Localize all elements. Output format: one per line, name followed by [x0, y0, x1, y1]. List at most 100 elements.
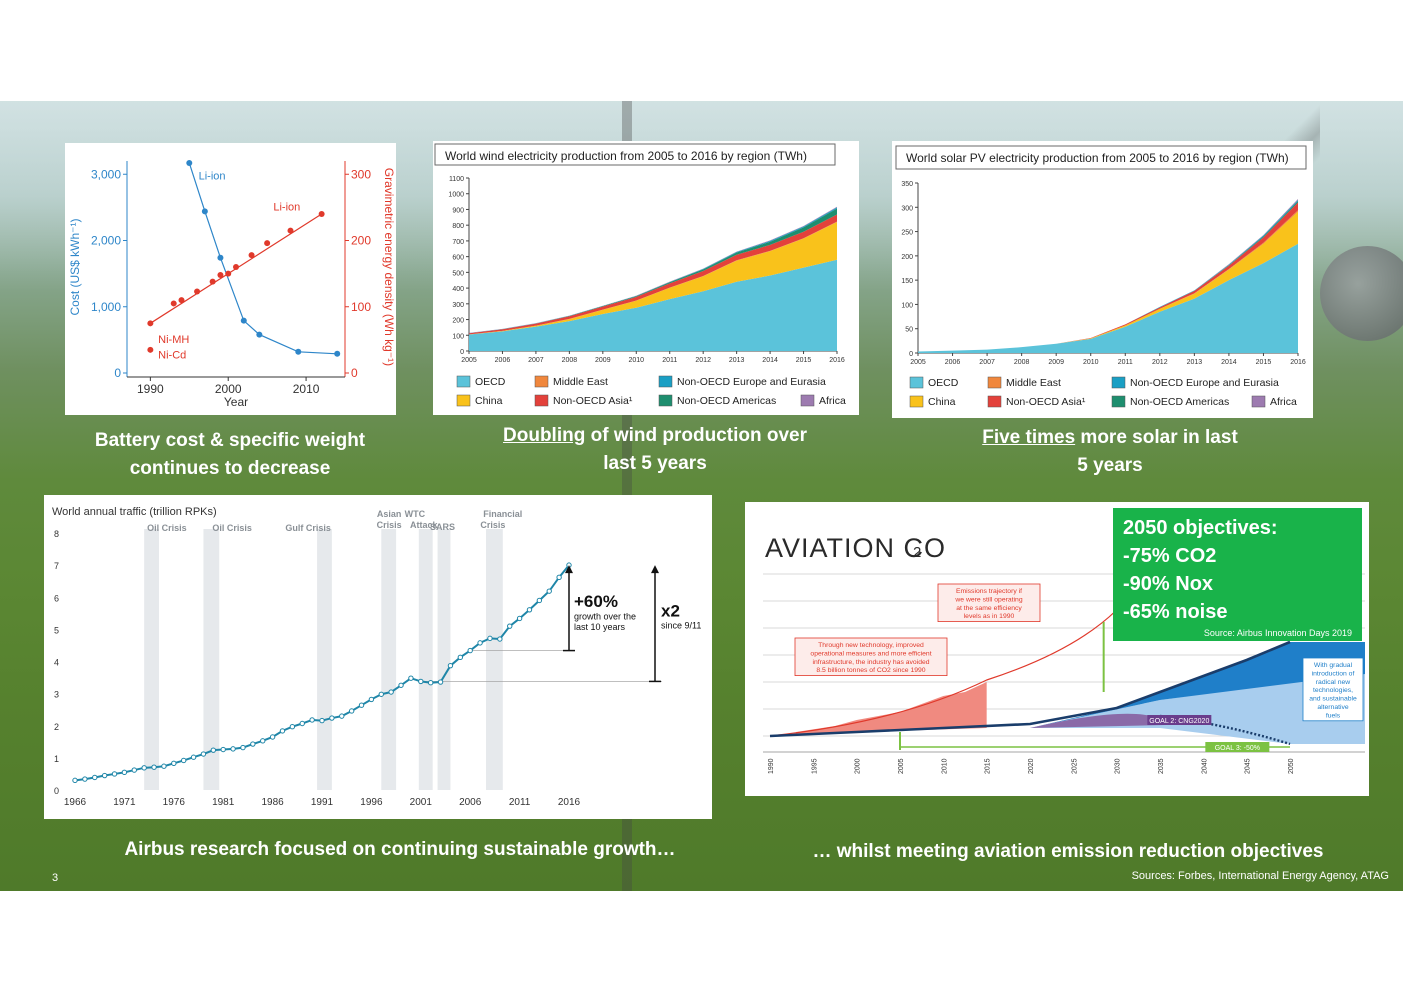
density-point [233, 264, 239, 270]
page-number: 3 [52, 872, 59, 884]
crisis-label: Oil Crisis [212, 523, 252, 533]
density-tick-label: 200 [351, 234, 371, 248]
x-tick-label: 1986 [261, 797, 284, 808]
x-tick-label: 2011 [509, 797, 531, 808]
traffic-point [358, 702, 365, 708]
wind-caption-underlined: Doubling [503, 425, 586, 446]
crisis-band [203, 529, 220, 790]
traffic-point [319, 717, 325, 724]
nimh-label: Ni-MH [158, 334, 189, 346]
objective-co2: -75% CO2 [1123, 545, 1217, 567]
traffic-chart-panel: World annual traffic (trillion RPKs) Oil … [44, 495, 712, 819]
traffic-chart: World annual traffic (trillion RPKs) Oil … [52, 506, 701, 808]
crisis-label: Asian [377, 509, 402, 519]
goal3-badge [1205, 742, 1270, 752]
density-tick-label: 0 [351, 366, 358, 380]
crisis-label: Financial [483, 509, 522, 519]
legend-label: China [475, 395, 503, 407]
legend-swatch [800, 394, 815, 407]
x-tick-label: 2010 [628, 357, 644, 364]
x-tick-label: 1981 [212, 797, 235, 808]
legend-label: Non-OECD Europe and Eurasia [677, 376, 826, 388]
x-tick-label: 1990 [768, 758, 775, 774]
y-tick-label: 6 [54, 593, 59, 603]
growth-text: growth over the [574, 612, 636, 622]
cost-tick-label: 0 [114, 366, 121, 380]
y-tick-label: 600 [452, 255, 464, 262]
solar-caption-underlined: Five times [982, 427, 1076, 448]
x-tick-label: 2008 [562, 357, 578, 364]
density-point [264, 240, 271, 247]
traffic-point [329, 715, 335, 721]
emissions-line [769, 640, 1291, 738]
traffic-point [230, 746, 236, 752]
trajectory-line [769, 597, 1143, 737]
x-tick-label: 2030 [1115, 758, 1122, 774]
objectives-source: Source: Airbus Innovation Days 2019 [1203, 628, 1352, 638]
legend-label: Non-OECD Asia¹ [553, 395, 633, 407]
objective-noise: -65% noise [1123, 601, 1228, 623]
crisis-band [381, 529, 397, 790]
traffic-point [309, 717, 315, 723]
x-tick-label: 2025 [1071, 758, 1078, 774]
legend-swatch [909, 376, 924, 389]
gradual-text: With gradual [1314, 662, 1353, 669]
traffic-point [368, 696, 375, 703]
x-tick-label: 2020 [1028, 758, 1035, 774]
battery-caption: Battery cost & specific weight continues… [94, 430, 366, 479]
legend-swatch [1251, 395, 1266, 408]
x-tick-label: 2012 [695, 357, 711, 364]
traffic-point [210, 747, 217, 753]
y-tick-label: 500 [452, 270, 464, 277]
avoided-text: 8.5 billion tonnes of CO2 since 1990 [816, 667, 925, 674]
cost-point [334, 350, 341, 357]
traffic-point [141, 765, 147, 771]
traffic-point [161, 763, 167, 769]
x-tick-label: 2016 [558, 797, 581, 808]
gradual-text: and sustainable [1309, 696, 1357, 703]
traffic-point [151, 764, 157, 770]
traffic-point [447, 662, 454, 669]
y-tick-label: 1100 [449, 176, 464, 183]
aviation-chart: AVIATION CO2 1990 1995 2000 2005 2010 2015 2020… [763, 533, 1365, 774]
traffic-point [250, 741, 256, 747]
legend-swatch [658, 375, 673, 388]
legend-label: OECD [928, 377, 959, 389]
technology-area [1030, 642, 1365, 728]
gradual-text: fuels [1326, 712, 1341, 719]
x-tick-label: 2012 [1152, 359, 1168, 366]
avoided-text: operational measures and more efficient [810, 650, 931, 657]
y-tick-label: 350 [901, 181, 913, 188]
traffic-point [388, 689, 394, 695]
legend-label: China [928, 396, 956, 408]
crisis-label: Attack [410, 520, 439, 530]
wind-caption-rest: of wind production over last 5 years [585, 425, 807, 474]
x-tick-label: 2011 [1118, 359, 1133, 366]
legend-label: Africa [819, 395, 846, 407]
x-tick-label: 1971 [113, 797, 136, 808]
cost-point [186, 159, 193, 166]
legend-swatch [987, 376, 1002, 389]
gradual-text: radical new [1316, 679, 1350, 686]
density-point [318, 211, 325, 217]
nicd-label: Ni-Cd [158, 349, 186, 361]
x-tick-label: 2005 [898, 758, 905, 774]
traffic-point [516, 615, 523, 622]
traffic-point [269, 734, 276, 740]
x-tick-label: 2009 [1048, 359, 1064, 366]
chart-title: World wind electricity production from 2… [445, 149, 807, 163]
x-tick-label: 1990 [137, 382, 164, 396]
traffic-point [72, 777, 78, 784]
x-tick-label: 2014 [1221, 359, 1237, 366]
cost-tick-label: 1,000 [91, 300, 121, 314]
traffic-point [190, 754, 197, 760]
traffic-point [220, 746, 226, 753]
sources-note: Sources: Forbes, International Energy Ag… [1131, 870, 1389, 882]
density-point [248, 252, 255, 259]
traffic-point [348, 708, 355, 714]
x-tick-label: 2005 [910, 359, 926, 366]
chart-title: AVIATION CO [765, 533, 946, 563]
crisis-band [486, 529, 503, 790]
y-tick-label: 0 [460, 349, 464, 356]
goal2-badge [1147, 715, 1212, 725]
